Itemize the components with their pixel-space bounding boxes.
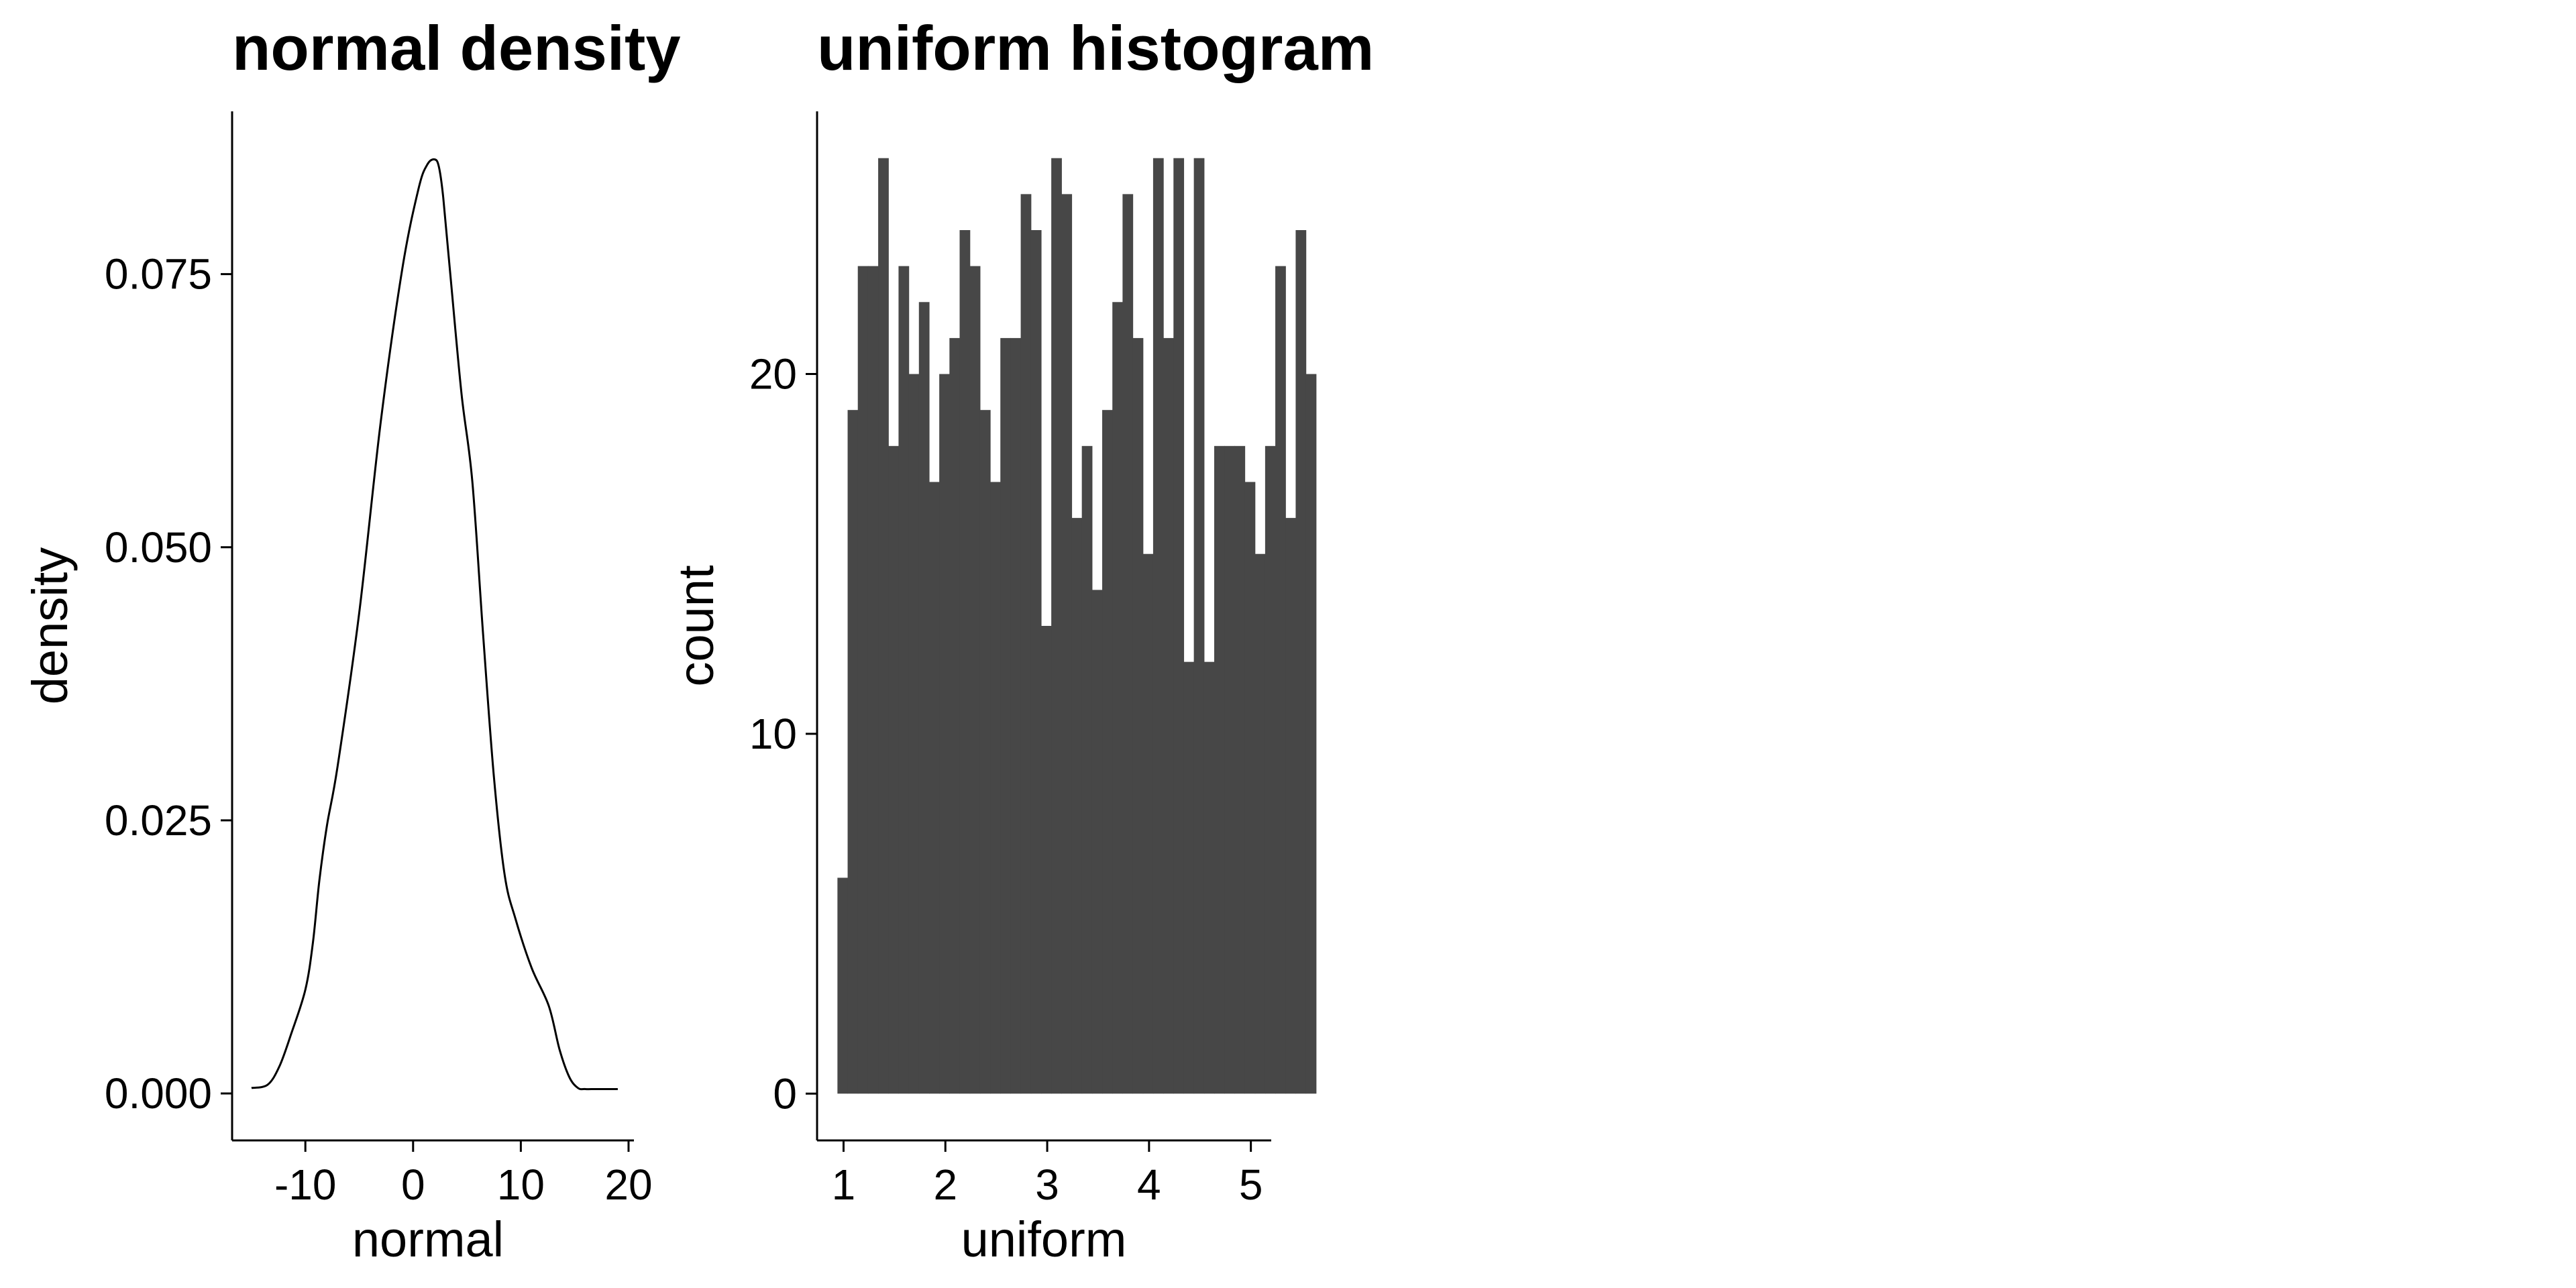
histogram-bar <box>1214 445 1225 1094</box>
histogram-x-axis-title: uniform <box>961 1212 1127 1267</box>
histogram-bar <box>918 302 930 1094</box>
histogram-panel: uniform histogram 0 10 20 1 2 3 4 5 uniform co… <box>668 13 1374 1267</box>
histogram-bar <box>959 230 971 1094</box>
histogram-bar <box>1305 374 1317 1094</box>
histogram-bar <box>1040 626 1052 1094</box>
histogram-bar <box>1173 158 1185 1094</box>
histogram-bar <box>888 445 900 1094</box>
histogram-bar <box>908 374 920 1094</box>
histogram-bar <box>847 410 859 1094</box>
histogram-bar <box>837 877 849 1094</box>
histogram-bar <box>1203 661 1215 1094</box>
density-x-tick-label: 10 <box>497 1161 545 1209</box>
histogram-bar <box>1102 410 1113 1094</box>
histogram-bar <box>1091 590 1103 1094</box>
density-x-tick-label: -10 <box>274 1161 337 1209</box>
histogram-y-axis-ticks: 0 10 20 <box>749 350 817 1118</box>
histogram-bar <box>990 482 1001 1094</box>
histogram-bar <box>928 482 940 1094</box>
histogram-bar <box>1081 445 1093 1094</box>
histogram-bar <box>949 337 961 1094</box>
histogram-bar <box>898 266 910 1094</box>
density-x-tick-label: 0 <box>401 1161 425 1209</box>
density-y-axis-ticks: 0.000 0.025 0.050 0.075 <box>105 250 232 1118</box>
density-y-axis-title: density <box>22 547 78 704</box>
density-x-axis-title: normal <box>352 1212 504 1267</box>
density-panel: normal density 0.000 0.025 0.050 0.075 -10 0… <box>22 13 681 1267</box>
histogram-bar <box>878 158 889 1094</box>
histogram-bar <box>1163 337 1174 1094</box>
histogram-bar <box>1071 518 1083 1094</box>
histogram-bar <box>1234 445 1246 1094</box>
histogram-bar <box>1183 661 1195 1094</box>
histogram-bar <box>1244 482 1256 1094</box>
density-chart-title: normal density <box>232 13 681 83</box>
density-y-tick-label: 0.075 <box>105 250 212 299</box>
histogram-y-axis-title: count <box>668 565 724 686</box>
histogram-bar <box>1122 194 1134 1094</box>
histogram-bar <box>1010 337 1022 1094</box>
histogram-bar <box>1020 194 1032 1094</box>
histogram-bar <box>1254 553 1266 1094</box>
histogram-x-tick-label: 5 <box>1239 1161 1263 1209</box>
histogram-bar <box>1285 518 1297 1094</box>
histogram-x-tick-label: 2 <box>933 1161 957 1209</box>
histogram-y-tick-label: 10 <box>749 710 797 758</box>
histogram-chart-title: uniform histogram <box>817 13 1374 83</box>
histogram-bar <box>1051 158 1062 1094</box>
histogram-bar <box>1295 230 1307 1094</box>
density-y-tick-label: 0.000 <box>105 1069 212 1118</box>
histogram-bar <box>1193 158 1205 1094</box>
histogram-bar <box>857 266 869 1094</box>
histogram-bar <box>1061 194 1073 1094</box>
histogram-bar <box>1030 230 1042 1094</box>
histogram-bar <box>1275 266 1286 1094</box>
histogram-bar <box>1224 445 1235 1094</box>
histogram-x-tick-label: 1 <box>832 1161 856 1209</box>
histogram-bar <box>1000 337 1012 1094</box>
histogram-x-tick-label: 4 <box>1137 1161 1161 1209</box>
density-x-axis-ticks: -10 0 10 20 <box>274 1140 653 1209</box>
histogram-bar <box>969 266 981 1094</box>
histogram-x-tick-label: 3 <box>1035 1161 1059 1209</box>
histogram-y-tick-label: 20 <box>749 350 797 398</box>
histogram-bars <box>837 158 1317 1094</box>
histogram-bar <box>1142 553 1154 1094</box>
density-curve <box>251 158 618 1091</box>
histogram-bar <box>1112 302 1123 1094</box>
histogram-bar <box>1265 445 1276 1094</box>
histogram-bar <box>1152 158 1164 1094</box>
histogram-bar <box>1132 337 1144 1094</box>
density-x-tick-label: 20 <box>604 1161 652 1209</box>
histogram-x-axis-ticks: 1 2 3 4 5 <box>832 1140 1263 1209</box>
density-y-tick-label: 0.025 <box>105 796 212 845</box>
histogram-y-tick-label: 0 <box>773 1069 797 1118</box>
density-y-tick-label: 0.050 <box>105 523 212 572</box>
histogram-bar <box>979 410 991 1094</box>
histogram-bar <box>867 266 879 1094</box>
histogram-bar <box>939 374 950 1094</box>
